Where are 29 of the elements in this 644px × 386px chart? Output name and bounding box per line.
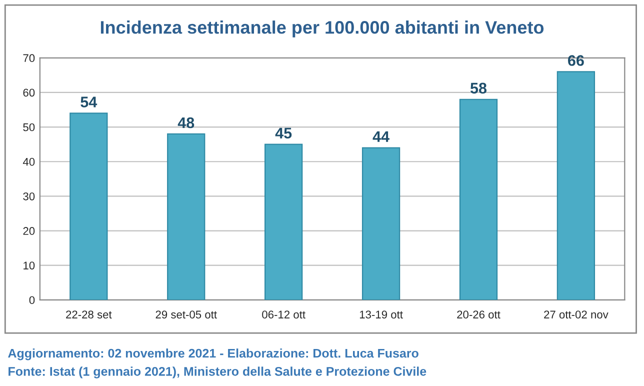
bar [459,98,498,300]
x-tick-label: 13-19 ott [360,310,403,318]
x-tick-label: 22-28 set [66,310,112,318]
y-tick-label: 70 [23,54,35,62]
y-tick-label: 20 [23,227,35,235]
chart-title: Incidenza settimanale per 100.000 abitanti in Veneto [100,20,544,38]
y-tick-label: 30 [23,192,35,200]
x-tick-label: 29 set-05 ott [156,310,217,318]
bar [70,112,108,300]
y-tick-label: 10 [24,262,35,270]
data-label: 48 [178,117,194,128]
data-label: 54 [80,96,98,108]
x-tick-label: 06-12 ott [262,310,306,318]
text: Aggiornamento: 02 novembre 2021 - Elaborazione: Dott. Luca Fusaro [8,348,418,360]
source-note: Fonte: Istat (1 gennaio 2021), Ministero della Salute e Protezione Civile [8,366,426,378]
y-tick-label: 60 [23,88,35,97]
y-tick-label: 0 [29,296,35,304]
bar [556,71,596,300]
x-tick-label: 20-26 ott [457,310,500,318]
bar [167,133,206,300]
y-tick-label: 40 [22,158,35,166]
data-label: 45 [275,128,292,139]
bar [362,147,400,300]
y-tick-label: 50 [23,123,35,132]
data-label: 66 [568,55,584,66]
bar [264,144,303,300]
x-tick-label: 27 ott-02 nov [544,310,608,318]
data-label: 44 [372,131,390,142]
data-label: 58 [470,82,487,94]
